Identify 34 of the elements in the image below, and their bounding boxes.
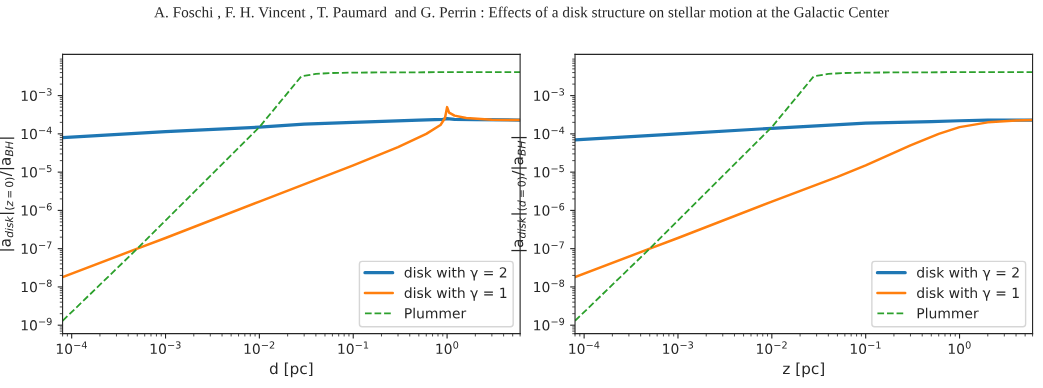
legend-label: disk with γ = 2 [917,266,1019,281]
y-tick-label: 10$^{−3}$ [534,88,565,101]
y-tick-label: 10$^{−6}$ [21,203,52,216]
x-tick-label: 10$^{0}$ [948,341,971,355]
y-tick-label: 10$^{−7}$ [21,241,52,255]
y-tick-label: 10$^{−5}$ [534,164,564,178]
x-tick-label: 10$^{−1}$ [850,341,881,355]
y-tick-label: 10$^{−6}$ [534,203,565,216]
legend-label: Plummer [405,307,467,319]
x-tick-label: 10$^{−4}$ [569,341,600,355]
y-tick-label: 10$^{−4}$ [21,126,52,140]
x-tick-label: 10$^{−3}$ [663,341,694,355]
y-tick-label: 10$^{−9}$ [21,317,52,331]
y-tick-label: 10$^{−4}$ [534,126,565,140]
legend-label: disk with γ = 1 [404,287,507,301]
x-tick-label: 10$^{−1}$ [338,341,369,355]
x-tick-label: 10$^{−3}$ [150,341,181,355]
legend-label: Plummer [917,307,979,319]
y-tick-label: 10$^{−3}$ [21,88,52,101]
y-tick-label: 10$^{−7}$ [534,241,564,255]
x-tick-label: 10$^{−4}$ [56,341,87,355]
y-axis-title: |a$_{disk}$|$_{(d=0)}$/|a$_{BH}$| [511,136,527,252]
x-axis-title: z [pc] [783,362,824,378]
x-tick-label: 10$^{−2}$ [757,341,787,355]
y-tick-label: 10$^{−8}$ [21,279,52,293]
x-tick-label: 10$^{0}$ [436,341,459,355]
x-tick-label: 10$^{−2}$ [244,341,275,355]
x-axis-title: d [pc] [269,362,313,378]
text: A. Foschi , F. H. Vincent , T. Paumard and G. Perrin : Effects of a disk structure on stellar motion at the Galactic Center [154,6,889,20]
legend-label: disk with γ = 1 [917,287,1019,301]
legend-label: disk with γ = 2 [404,266,507,281]
y-tick-label: 10$^{−9}$ [534,317,565,331]
y-tick-label: 10$^{−8}$ [534,279,565,293]
y-tick-label: 10$^{−5}$ [21,164,52,178]
